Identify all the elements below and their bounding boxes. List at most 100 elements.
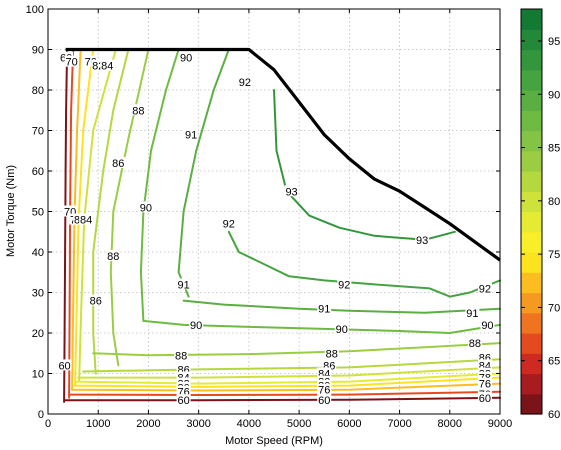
contour-label: 91	[185, 130, 197, 142]
x-tick-label: 9000	[488, 418, 512, 430]
contour-line	[68, 390, 501, 396]
colorbar-band	[521, 393, 542, 415]
contour-label-bg	[176, 394, 191, 406]
colorbar-tick-label: 60	[548, 409, 560, 421]
colorbar-tick-label: 75	[548, 249, 560, 261]
contour-line	[77, 366, 501, 379]
y-tick-label: 30	[32, 288, 44, 300]
contour-label-bg	[176, 363, 191, 375]
x-tick-label: 1000	[86, 418, 110, 430]
colorbar-band	[521, 292, 542, 314]
y-tick-label: 40	[32, 247, 44, 259]
contour-labels: 6060707076768082848486868888909091919292…	[57, 51, 495, 407]
x-axis-label: Motor Speed (RPM)	[225, 435, 323, 447]
contour-label-bg	[467, 337, 482, 349]
colorbar-band	[521, 130, 542, 152]
colorbar-band	[521, 29, 542, 51]
colorbar-band	[521, 373, 542, 395]
colorbar-band	[521, 9, 542, 30]
colorbar-tick-label: 70	[548, 302, 560, 314]
y-tick-label: 20	[32, 328, 44, 340]
contour-label-bg	[57, 359, 72, 371]
contour-label-bg	[91, 59, 106, 71]
contour-label-bg	[465, 306, 480, 318]
contour-label: 93	[285, 186, 297, 198]
y-tick-label: 10	[32, 369, 44, 381]
contour-label-bg	[100, 59, 115, 71]
contour-line	[92, 342, 501, 357]
contour-label-bg	[131, 104, 146, 116]
contour-label-bg	[317, 367, 332, 379]
contour-label: 92	[223, 219, 235, 231]
contour-label-bg	[324, 347, 339, 359]
contour-line	[71, 382, 501, 392]
colorbar-band	[521, 110, 542, 132]
colorbar-band	[521, 191, 542, 213]
contour-label: 88	[326, 348, 338, 360]
colorbar-band	[521, 252, 542, 273]
contour-label: 92	[338, 279, 350, 291]
colorbar-band	[521, 333, 542, 354]
contour-label: 60	[177, 395, 189, 407]
contour-label-bg	[176, 278, 191, 290]
contour-line	[142, 319, 501, 334]
contour-label: 90	[481, 320, 493, 332]
y-tick-label: 70	[32, 126, 44, 138]
contour-label-bg	[477, 371, 492, 383]
contour-label-bg	[322, 359, 337, 371]
contour-label-bg	[334, 322, 349, 334]
y-tick-label: 60	[32, 166, 44, 178]
x-tick-label: 7000	[387, 418, 411, 430]
contour-label-bg	[480, 318, 495, 330]
contour-label: 60	[318, 395, 330, 407]
colorbar-ticks: 60 65 70 75 80 85 90 95	[521, 36, 560, 421]
x-tick-label: 3000	[186, 418, 210, 430]
contour-line	[75, 372, 501, 385]
colorbar-band	[521, 272, 542, 294]
contour-line	[63, 396, 501, 402]
x-tick-label: 5000	[287, 418, 311, 430]
contour-label-bg	[317, 383, 332, 395]
contour-label: 92	[239, 77, 251, 89]
contour-label: 84	[80, 215, 92, 227]
colorbar	[520, 8, 543, 415]
colorbar-tick-label: 95	[548, 36, 560, 48]
contour-label: 76	[318, 385, 330, 397]
contour-label: 88	[132, 105, 144, 117]
contour-label: 91	[177, 279, 189, 291]
contour-label-bg	[106, 250, 121, 262]
colorbar-band	[521, 69, 542, 91]
contour-label-bg	[317, 394, 332, 406]
x-tick-label: 0	[45, 418, 51, 430]
colorbar-frame	[520, 8, 543, 415]
contour-label: 91	[466, 308, 478, 320]
y-axis-label: Motor Torque (Nm)	[5, 165, 17, 257]
contour-label-bg	[477, 351, 492, 363]
contour-label: 93	[416, 235, 428, 247]
contour-line	[109, 48, 150, 367]
contour-label: 88	[107, 251, 119, 263]
contour-label: 60	[58, 360, 70, 372]
y-tick-label: 90	[32, 45, 44, 57]
contour-label-bg	[179, 51, 194, 63]
contour-line	[177, 48, 230, 298]
contour-label: 60	[479, 393, 491, 405]
colorbar-tick-label: 90	[548, 89, 560, 101]
contour-label: 90	[140, 202, 152, 214]
contour-line	[139, 48, 180, 322]
contour-label-bg	[317, 302, 332, 314]
contour-label: 90	[180, 53, 192, 65]
contour-label-bg	[174, 349, 189, 361]
colorbar-band	[521, 171, 542, 192]
colorbar-band	[521, 150, 542, 172]
contour-label-bg	[189, 318, 204, 330]
contour-label-bg	[284, 185, 299, 197]
colorbar-band	[521, 90, 542, 111]
contour-label: 86	[90, 296, 102, 308]
y-axis-ticks: 0 10 20 30 40 50 60 70 80 90 100	[26, 4, 500, 421]
x-axis-ticks: 0 1000 2000 3000 4000 5000 6000 7000 8000 9000	[45, 9, 512, 430]
x-tick-label: 8000	[438, 418, 462, 430]
colorbar-band	[521, 211, 542, 233]
colorbar-band	[521, 49, 542, 71]
